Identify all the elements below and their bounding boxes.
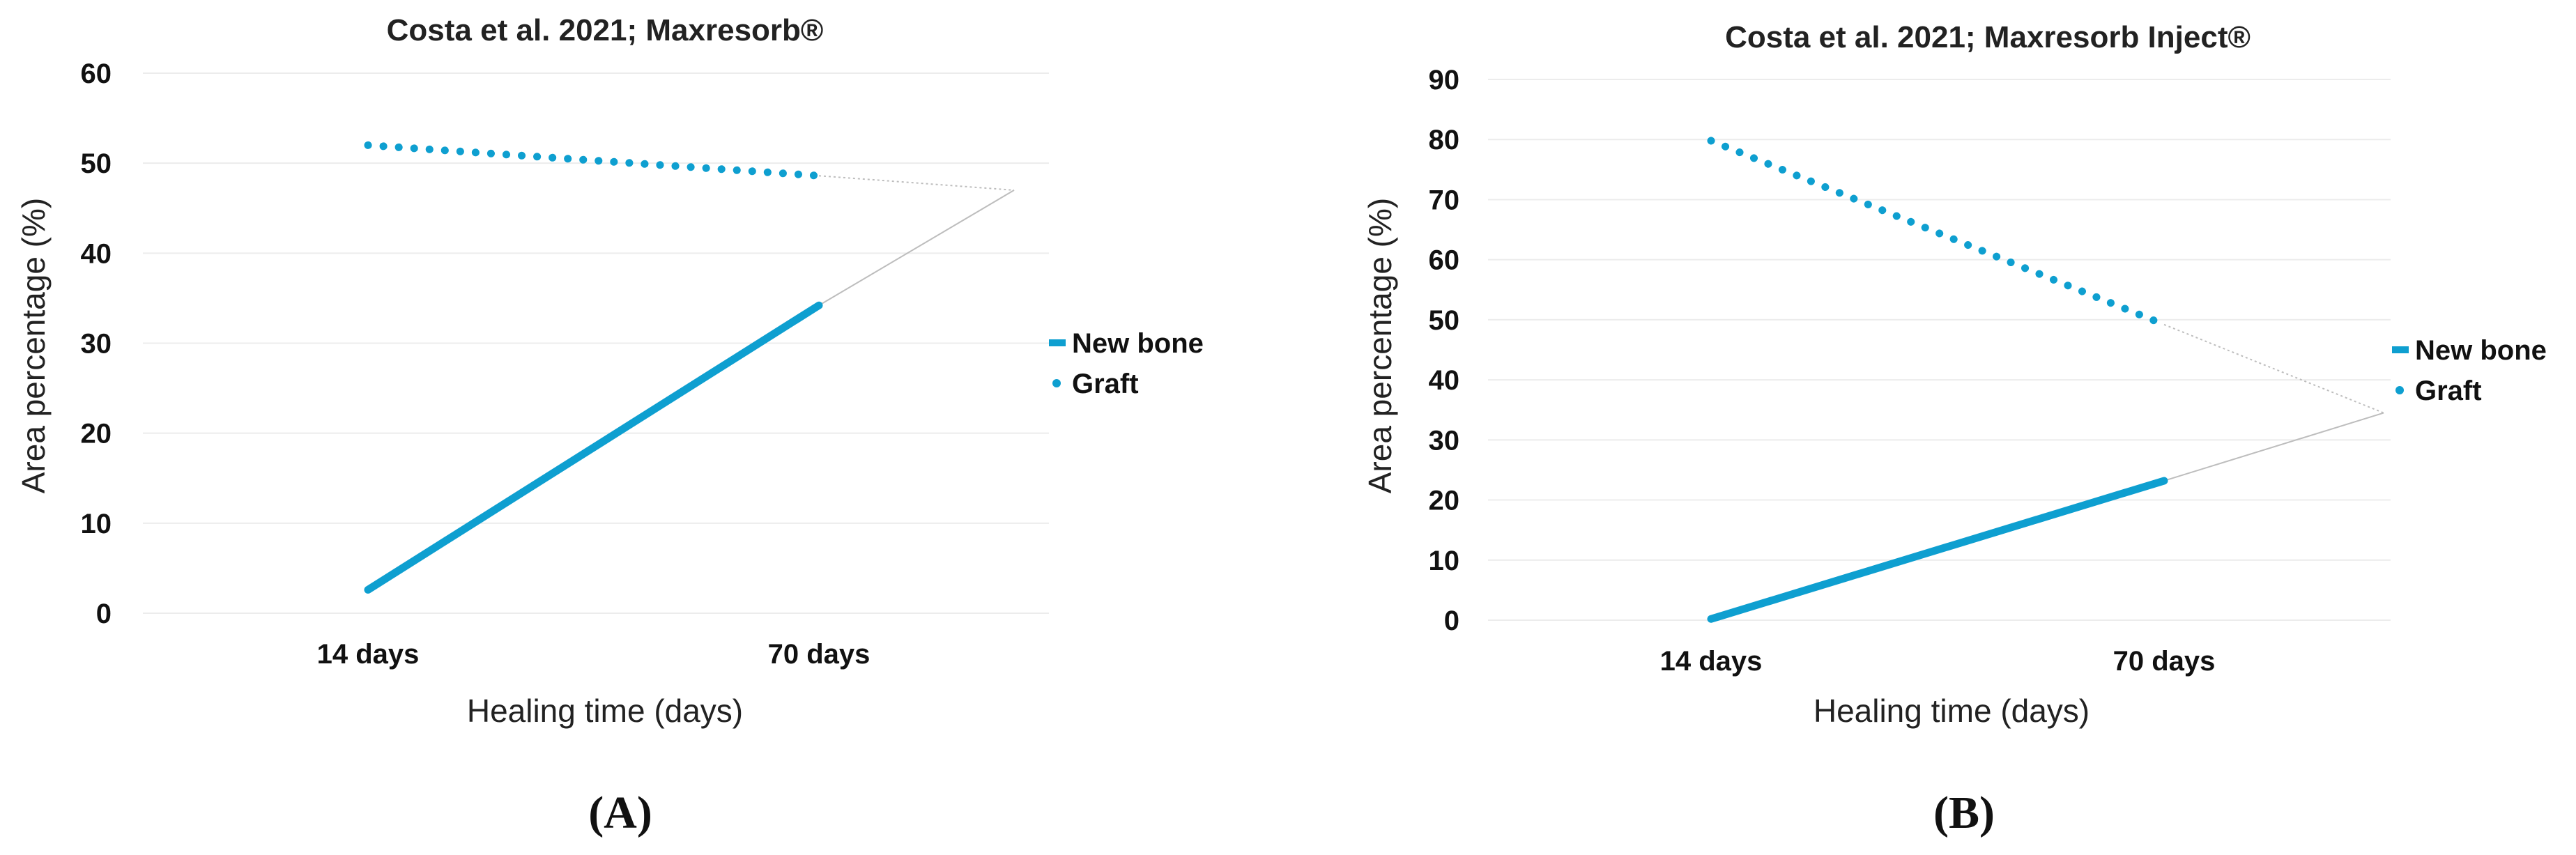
y-tick-label: 10 bbox=[81, 509, 112, 539]
series-lines bbox=[364, 141, 823, 594]
legend: New bone Graft bbox=[1049, 328, 1204, 399]
y-axis-label: Area percentage (%) bbox=[1362, 198, 1398, 493]
y-tick-label: 50 bbox=[1429, 305, 1460, 336]
series-line-graft bbox=[1707, 137, 2168, 329]
chart-title: Costa et al. 2021; Maxresorb® bbox=[387, 13, 824, 47]
y-tick-label: 10 bbox=[1429, 546, 1460, 576]
x-tick-label: 14 days bbox=[317, 639, 420, 670]
y-tick-labels: 0 10 20 30 40 50 60 70 80 90 bbox=[1429, 65, 1460, 636]
x-tick-label: 70 days bbox=[768, 639, 871, 670]
y-tick-label: 40 bbox=[1429, 365, 1460, 396]
gridlines bbox=[143, 72, 1049, 614]
y-tick-label: 60 bbox=[1429, 245, 1460, 276]
legend-label: New bone bbox=[1072, 328, 1204, 359]
y-tick-label: 0 bbox=[1444, 606, 1459, 636]
trendline bbox=[2163, 412, 2384, 482]
x-tick-label: 14 days bbox=[1660, 646, 1763, 677]
series-line-new-bone bbox=[364, 301, 823, 594]
x-axis-label: Healing time (days) bbox=[467, 693, 743, 729]
y-axis-label: Area percentage (%) bbox=[15, 198, 52, 493]
panel-label: (B) bbox=[1933, 787, 1995, 838]
y-tick-label: 40 bbox=[81, 238, 112, 269]
x-axis-label: Healing time (days) bbox=[1814, 693, 2090, 729]
trendlines bbox=[2163, 323, 2384, 482]
y-tick-label: 20 bbox=[1429, 486, 1460, 516]
trendline bbox=[818, 190, 1015, 307]
y-tick-labels: 0 10 20 30 40 50 60 bbox=[81, 59, 112, 629]
y-tick-label: 80 bbox=[1429, 125, 1460, 155]
y-tick-label: 60 bbox=[81, 59, 112, 89]
legend-label: Graft bbox=[1072, 369, 1139, 399]
legend-label: Graft bbox=[2415, 376, 2482, 406]
y-tick-label: 90 bbox=[1429, 65, 1460, 95]
series-line-graft bbox=[364, 141, 823, 180]
y-tick-label: 0 bbox=[96, 599, 112, 629]
gridlines bbox=[1488, 79, 2391, 621]
legend-label: New bone bbox=[2415, 335, 2547, 366]
chart-panel-b: Costa et al. 2021; Maxresorb Inject® Are… bbox=[1362, 20, 2547, 838]
trendlines bbox=[818, 175, 1015, 307]
x-tick-labels: 14 days 70 days bbox=[1660, 646, 2216, 677]
x-tick-labels: 14 days 70 days bbox=[317, 639, 871, 670]
y-tick-label: 30 bbox=[1429, 425, 1460, 456]
series-line-new-bone bbox=[1707, 477, 2168, 623]
trendline bbox=[2163, 323, 2384, 414]
chart-title: Costa et al. 2021; Maxresorb Inject® bbox=[1725, 20, 2251, 54]
legend-swatch bbox=[2395, 386, 2404, 394]
trendline bbox=[818, 175, 1015, 191]
y-tick-label: 30 bbox=[81, 329, 112, 360]
legend: New bone Graft bbox=[2392, 335, 2547, 406]
y-tick-label: 70 bbox=[1429, 185, 1460, 215]
chart-panel-a: Costa et al. 2021; Maxresorb® Area perce… bbox=[15, 13, 1204, 838]
y-tick-label: 50 bbox=[81, 148, 112, 179]
legend-swatch bbox=[1052, 379, 1061, 387]
series-lines bbox=[1707, 137, 2168, 623]
y-tick-label: 20 bbox=[81, 419, 112, 449]
x-tick-label: 70 days bbox=[2113, 646, 2216, 677]
panel-label: (A) bbox=[588, 787, 652, 838]
